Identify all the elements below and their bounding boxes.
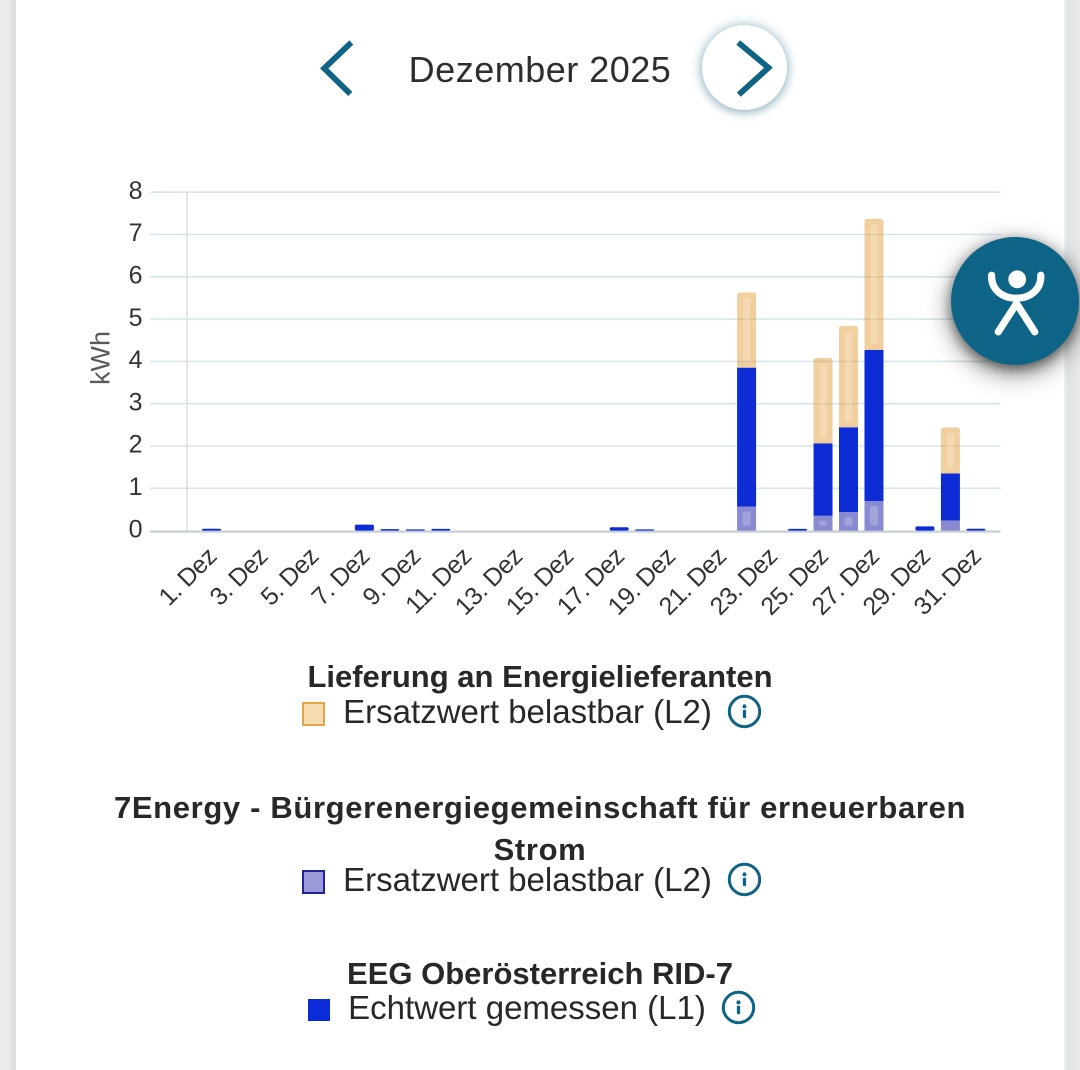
svg-text:1: 1 xyxy=(129,473,143,501)
svg-text:3. Dez: 3. Dez xyxy=(204,542,273,611)
svg-text:5: 5 xyxy=(129,304,143,332)
svg-text:5. Dez: 5. Dez xyxy=(255,542,324,611)
svg-text:kWh: kWh xyxy=(86,331,116,385)
svg-text:1. Dez: 1. Dez xyxy=(153,542,222,611)
svg-text:8: 8 xyxy=(129,177,143,205)
svg-text:2: 2 xyxy=(129,431,143,459)
svg-text:0: 0 xyxy=(129,515,143,543)
svg-text:4: 4 xyxy=(129,346,143,374)
svg-text:3: 3 xyxy=(129,388,143,416)
svg-text:7: 7 xyxy=(129,219,143,247)
svg-text:7. Dez: 7. Dez xyxy=(306,542,375,611)
svg-text:6: 6 xyxy=(129,262,143,290)
